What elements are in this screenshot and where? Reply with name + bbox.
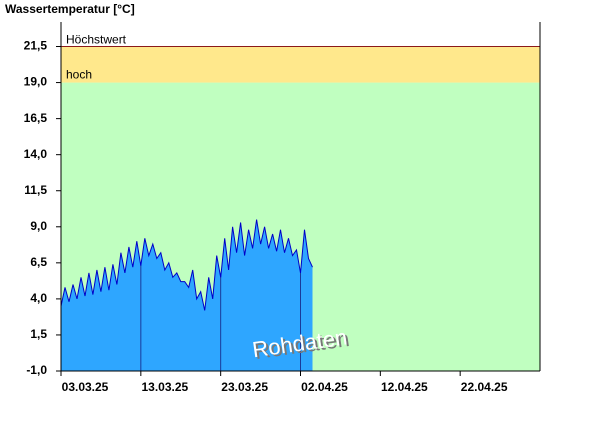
x-tick-label: 03.03.25	[62, 380, 109, 394]
y-tick-label: 19,0	[24, 75, 48, 89]
x-tick-label: 23.03.25	[221, 380, 268, 394]
x-tick-label: 13.03.25	[141, 380, 188, 394]
area	[61, 219, 313, 371]
y-tick-label: 21,5	[24, 39, 48, 53]
threshold-label: Höchstwert	[66, 33, 127, 47]
x-tick-label: 22.04.25	[461, 380, 508, 394]
y-tick-label: 6,5	[30, 255, 47, 269]
line	[60, 219, 313, 311]
y-tick-label: 1,5	[30, 327, 47, 341]
y-tick-label: 16,5	[24, 111, 48, 125]
high-band	[61, 46, 540, 83]
y-tick-label: 11,5	[24, 183, 47, 197]
chart-title: Wassertemperatur [°C]	[5, 2, 135, 16]
x-tick-label: 02.04.25	[301, 380, 348, 394]
y-tick-label: 14,0	[24, 147, 48, 161]
threshold-label: hoch	[66, 68, 92, 82]
y-tick-label: 9,0	[30, 219, 47, 233]
y-tick-label: -1,0	[26, 363, 47, 377]
x-tick-label: 12.04.25	[381, 380, 428, 394]
y-tick-label: 4,0	[30, 291, 47, 305]
